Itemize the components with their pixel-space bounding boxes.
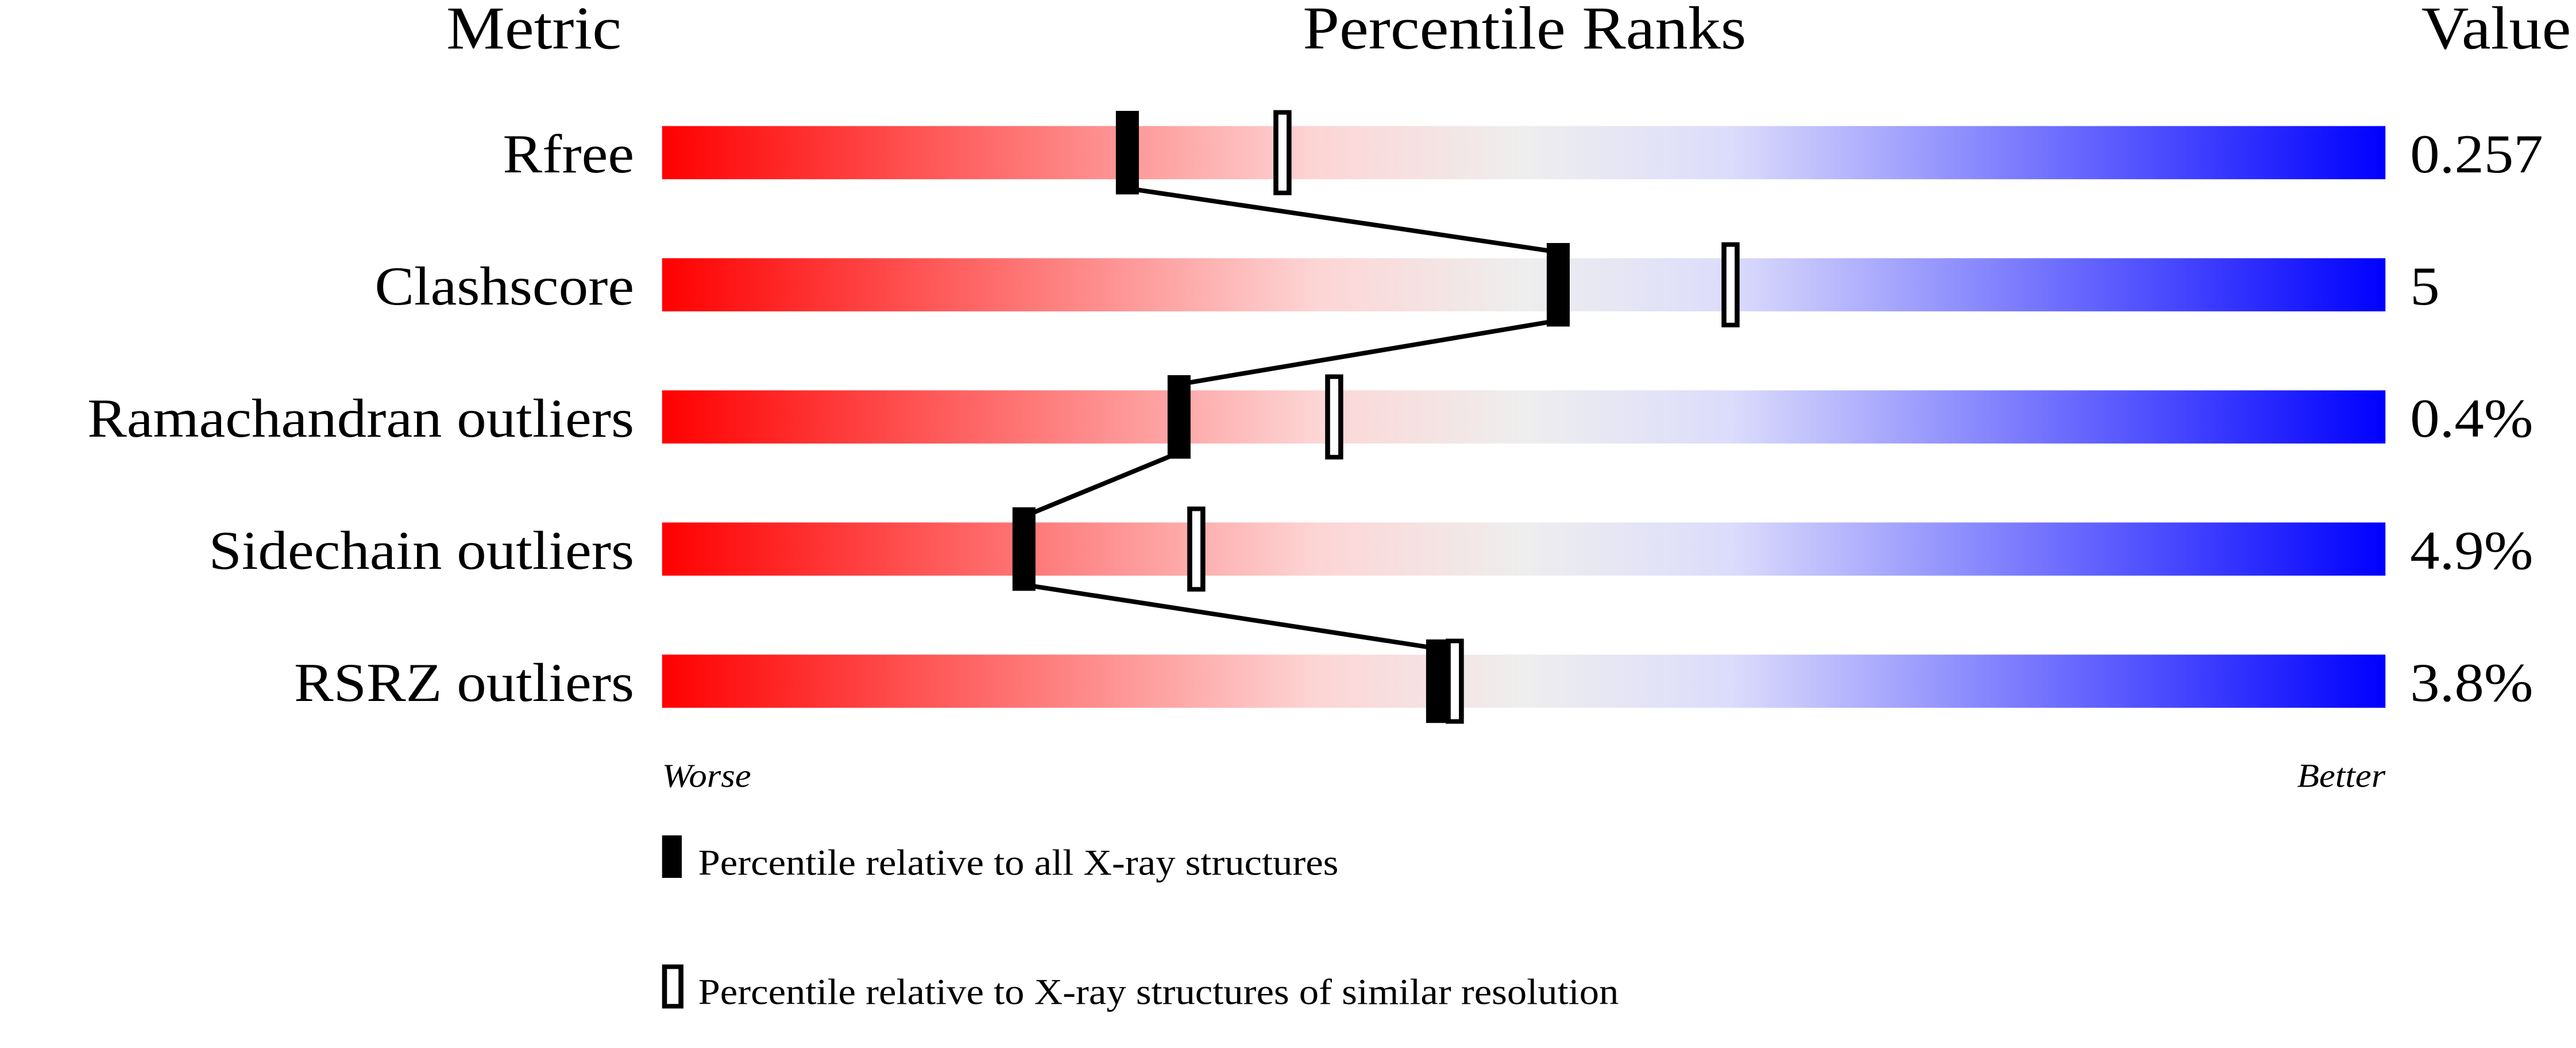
marker-similar-resolution: [1187, 506, 1206, 592]
gradient-bar: [662, 522, 2386, 576]
metric-label: RSRZ outliers: [294, 653, 634, 713]
header-value: Value: [2421, 0, 2571, 62]
legend-open-marker: [662, 964, 683, 1009]
marker-similar-resolution: [1721, 242, 1740, 328]
marker-similar-resolution: [1446, 638, 1464, 724]
axis-label-worse: Worse: [662, 757, 751, 794]
metric-label: Sidechain outliers: [209, 521, 635, 581]
metric-value: 5: [2410, 257, 2439, 317]
metric-label: Ramachandran outliers: [87, 388, 634, 449]
marker-all-structures: [1115, 110, 1139, 195]
metric-value: 0.4%: [2410, 388, 2533, 449]
marker-similar-resolution: [1273, 110, 1292, 195]
marker-all-structures: [1546, 242, 1570, 327]
marker-similar-resolution: [1325, 374, 1343, 460]
connector-line: [1179, 318, 1559, 387]
connector-line: [1024, 582, 1438, 651]
axis-label-better: Better: [2297, 757, 2385, 794]
marker-all-structures: [1012, 507, 1036, 591]
metric-value: 0.257: [2410, 125, 2543, 185]
metric-value: 4.9%: [2410, 521, 2533, 581]
legend-label-similar: Percentile relative to X-ray structures …: [698, 972, 1619, 1012]
legend-label-all: Percentile relative to all X-ray structu…: [698, 843, 1339, 883]
connector-line: [1023, 450, 1180, 519]
metric-label: Clashscore: [374, 257, 634, 317]
metric-value: 3.8%: [2410, 653, 2533, 713]
gradient-bar: [662, 390, 2386, 444]
gradient-bar: [662, 126, 2386, 179]
gradient-bar: [662, 258, 2386, 311]
header-percentile-ranks: Percentile Ranks: [1303, 0, 1746, 62]
legend-filled-marker: [662, 835, 682, 878]
metric-label: Rfree: [503, 125, 634, 185]
header-metric: Metric: [446, 0, 621, 62]
marker-all-structures: [1426, 639, 1449, 723]
connector-line: [1127, 186, 1559, 255]
marker-all-structures: [1167, 375, 1191, 459]
gradient-bar: [662, 654, 2386, 708]
